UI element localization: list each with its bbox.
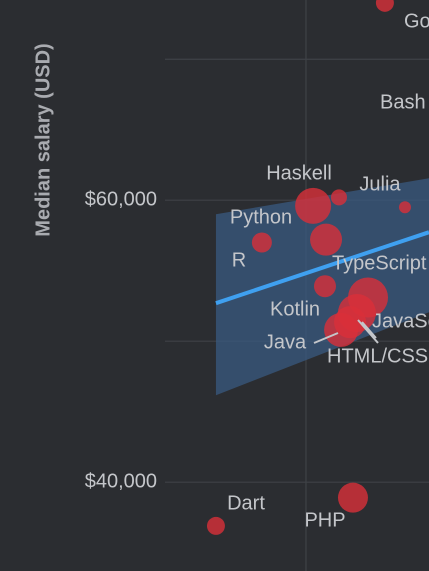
point-label: TypeScript (332, 252, 427, 274)
point-label: JavaScript (372, 310, 429, 332)
point-label: Python (230, 206, 292, 228)
point-label: R (232, 249, 246, 271)
point-label: HTML/CSS (327, 345, 428, 367)
y-axis-label: Median salary (USD) (32, 43, 54, 236)
point-label: Go (404, 10, 429, 32)
point-label: Julia (359, 173, 401, 195)
point-label: Kotlin (270, 298, 320, 320)
point (313, 275, 336, 298)
plot-area: Go Bash Haskell Julia Python R Kotlin TypeScrip… (206, 0, 429, 535)
point-label: PHP (304, 509, 345, 531)
leader-line (361, 321, 377, 339)
point (251, 232, 272, 253)
point (337, 482, 368, 513)
y-tick-label: $60,000 (85, 188, 157, 210)
leader-line (357, 319, 379, 344)
point-label: Dart (227, 492, 265, 514)
point (375, 0, 394, 12)
point (206, 516, 225, 535)
point (398, 201, 411, 214)
point (330, 189, 347, 206)
leader-line (313, 332, 339, 344)
fit-line (215, 230, 429, 306)
point-label: Bash (380, 91, 426, 113)
point-label: Haskell (266, 162, 332, 184)
point (295, 187, 332, 224)
point (324, 312, 359, 347)
point-label: Java (264, 331, 307, 353)
y-tick-label: $40,000 (85, 470, 157, 492)
point (310, 223, 343, 256)
